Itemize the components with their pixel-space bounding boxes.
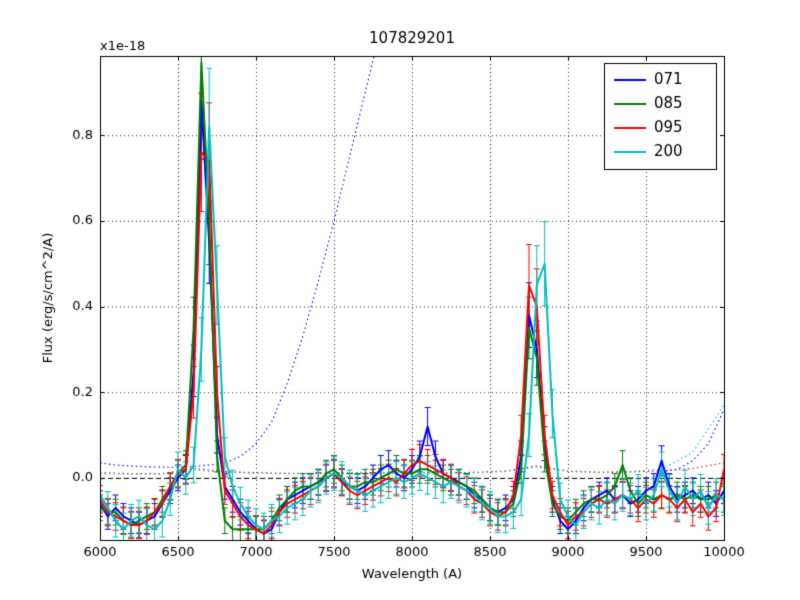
spectrum-figure bbox=[0, 0, 800, 600]
spectrum-chart-canvas bbox=[0, 0, 800, 600]
